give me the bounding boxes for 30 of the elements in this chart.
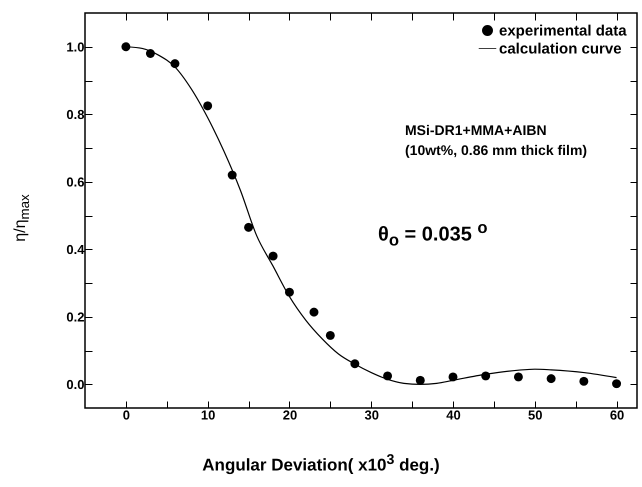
y-tick-label: 1.0: [66, 39, 84, 54]
annotation: θ$_{o}$ = 0.035 $^{o}$: [378, 218, 488, 251]
x-tick-label: 10: [200, 408, 216, 422]
y-tick-label: 0.6: [66, 174, 84, 190]
point: [244, 222, 254, 232]
annotation: MSi-DR1+MMA+AIBN: [405, 122, 547, 138]
y-tick-label: 0.8: [66, 106, 84, 122]
point: [203, 101, 212, 110]
x-tick-label: 40: [446, 408, 461, 422]
legend-label: calculation curve: [499, 40, 622, 58]
x-tick-label: 30: [364, 408, 379, 422]
y-tick-label: 0.2: [66, 309, 84, 324]
point: [268, 252, 278, 261]
point: [416, 376, 425, 385]
x-tick-label: 20: [282, 408, 298, 422]
point: [326, 330, 335, 340]
point: [514, 372, 523, 382]
point: [579, 376, 588, 386]
y-tick-label: 0.0: [66, 376, 84, 392]
x-axis-title: Angular Deviation( x10$^{3}$ deg.): [201, 452, 441, 476]
point: [612, 379, 622, 388]
point: [310, 308, 318, 317]
point: [546, 374, 556, 384]
y-tick-label: 0.4: [66, 242, 86, 257]
annotation: (10wt%, 0.86 mm thick film): [405, 142, 588, 158]
x-tick-label: 50: [528, 408, 543, 422]
x-tick-label: 60: [610, 408, 624, 422]
legend-label: experimental data: [499, 22, 628, 40]
x-tick-label: 0: [122, 408, 130, 422]
point: [121, 42, 130, 52]
